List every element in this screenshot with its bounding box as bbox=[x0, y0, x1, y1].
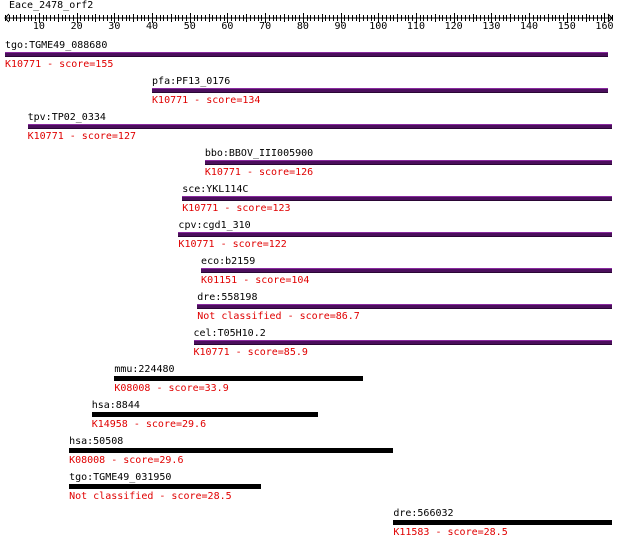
hit-alignment-bar[interactable] bbox=[182, 196, 612, 201]
ruler-tick-label: 10 bbox=[32, 21, 45, 32]
hit-alignment-bar[interactable] bbox=[393, 520, 612, 525]
hit-alignment-bar[interactable] bbox=[69, 484, 262, 489]
hit-alignment-bar[interactable] bbox=[69, 448, 394, 453]
ruler-tick-label: 30 bbox=[108, 21, 121, 32]
hit-score-label[interactable]: K10771 - score=85.9 bbox=[193, 347, 308, 358]
hit-score-label[interactable]: Not classified - score=28.5 bbox=[69, 491, 232, 502]
hit-gene-link[interactable]: hsa:50508 bbox=[69, 436, 124, 447]
hit-alignment-bar[interactable] bbox=[27, 124, 612, 129]
ruler-tick-label: 50 bbox=[183, 21, 196, 32]
hit-gene-link[interactable]: mmu:224480 bbox=[114, 364, 175, 375]
hit-gene-link[interactable]: bbo:BBOV_III005900 bbox=[204, 148, 314, 159]
query-title: Eace_2478_orf2 bbox=[9, 0, 94, 11]
hit-score-label[interactable]: K10771 - score=134 bbox=[152, 95, 261, 106]
ruler-tick-label: 160 bbox=[595, 21, 614, 32]
hit-alignment-bar[interactable] bbox=[114, 376, 364, 381]
hit-gene-link[interactable]: cpv:cgd1_310 bbox=[178, 220, 251, 231]
hit-alignment-bar[interactable] bbox=[5, 52, 609, 57]
ruler-tick-label: 20 bbox=[70, 21, 83, 32]
hit-score-label[interactable]: K10771 - score=126 bbox=[204, 167, 314, 178]
hit-alignment-bar[interactable] bbox=[193, 340, 612, 345]
hit-gene-link[interactable]: eco:b2159 bbox=[201, 256, 256, 267]
hit-alignment-bar[interactable] bbox=[152, 88, 609, 93]
hit-gene-link[interactable]: pfa:PF13_0176 bbox=[152, 76, 231, 87]
position-ruler bbox=[4, 13, 613, 23]
ruler-tick-label: 110 bbox=[406, 21, 425, 32]
hit-alignment-bar[interactable] bbox=[91, 412, 318, 417]
ruler-tick-label: 40 bbox=[146, 21, 159, 32]
ruler-tick-label: 80 bbox=[296, 21, 309, 32]
hit-alignment-bar[interactable] bbox=[201, 268, 612, 273]
hit-gene-link[interactable]: dre:558198 bbox=[197, 292, 258, 303]
hit-gene-link[interactable]: dre:566032 bbox=[393, 508, 454, 519]
ruler-tick-label: 120 bbox=[444, 21, 463, 32]
hit-alignment-bar[interactable] bbox=[178, 232, 612, 237]
hit-score-label[interactable]: K10771 - score=123 bbox=[182, 203, 291, 214]
hit-score-label[interactable]: K10771 - score=122 bbox=[178, 239, 287, 250]
ruler-tick-label: 70 bbox=[259, 21, 272, 32]
hit-gene-link[interactable]: hsa:8844 bbox=[91, 400, 140, 411]
hit-score-label[interactable]: K08008 - score=33.9 bbox=[114, 383, 229, 394]
hit-gene-link[interactable]: tpv:TP02_0334 bbox=[27, 112, 106, 123]
ruler-tick-label: 130 bbox=[482, 21, 501, 32]
hit-score-label[interactable]: K14958 - score=29.6 bbox=[91, 419, 207, 430]
ruler-tick-label: 100 bbox=[369, 21, 388, 32]
hit-gene-link[interactable]: sce:YKL114C bbox=[182, 184, 249, 195]
hit-score-label[interactable]: K01151 - score=104 bbox=[201, 275, 310, 286]
ruler-tick-label: 150 bbox=[557, 21, 576, 32]
hit-gene-link[interactable]: tgo:TGME49_088680 bbox=[5, 40, 108, 51]
hit-score-label[interactable]: K10771 - score=155 bbox=[5, 59, 114, 70]
hit-score-label[interactable]: Not classified - score=86.7 bbox=[197, 311, 360, 322]
hit-gene-link[interactable]: cel:T05H10.2 bbox=[193, 328, 266, 339]
hit-score-label[interactable]: K10771 - score=127 bbox=[27, 131, 136, 142]
ruler-tick-label: 90 bbox=[334, 21, 347, 32]
hit-alignment-bar[interactable] bbox=[197, 304, 612, 309]
hit-alignment-bar[interactable] bbox=[204, 160, 612, 165]
hit-gene-link[interactable]: tgo:TGME49_031950 bbox=[69, 472, 172, 483]
ruler-tick-label: 60 bbox=[221, 21, 234, 32]
ruler-tick-label: 140 bbox=[520, 21, 539, 32]
hit-score-label[interactable]: K08008 - score=29.6 bbox=[69, 455, 184, 466]
hit-score-label[interactable]: K11583 - score=28.5 bbox=[393, 527, 508, 538]
